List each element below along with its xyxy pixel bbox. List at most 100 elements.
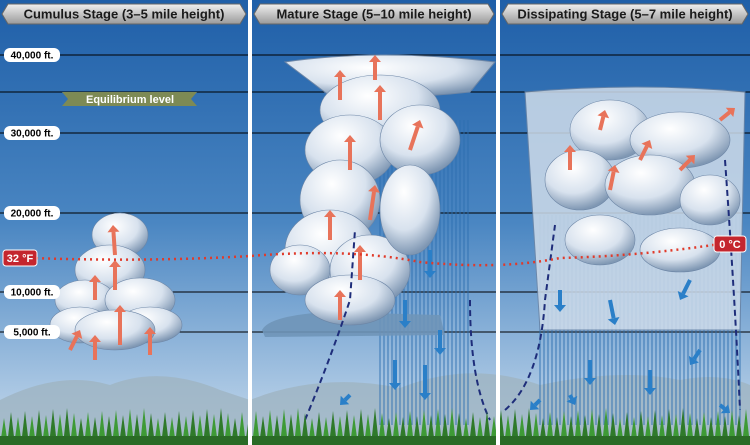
freezing-f-label: 32 °F bbox=[7, 253, 34, 265]
outflow-line bbox=[469, 299, 491, 421]
updraft-arrow bbox=[598, 116, 606, 131]
tree bbox=[63, 408, 71, 445]
altitude-label-bg bbox=[4, 48, 60, 62]
equilibrium-banner bbox=[62, 92, 197, 106]
stage-banner bbox=[253, 3, 495, 25]
dissipating-cloud bbox=[564, 214, 636, 266]
updraft-arrow bbox=[608, 171, 616, 191]
updraft-arrow bbox=[324, 210, 336, 217]
downdraft-arrow bbox=[566, 396, 578, 405]
updraft-arrow bbox=[412, 120, 424, 129]
tree bbox=[679, 408, 687, 445]
freezing-c-bg bbox=[713, 235, 747, 253]
updraft-arrow bbox=[725, 107, 735, 118]
updraft-arrow bbox=[638, 145, 649, 161]
downdraft-arrow bbox=[644, 388, 656, 395]
updraft-arrow bbox=[109, 260, 121, 267]
altitude-label: 5,000 ft. bbox=[13, 328, 50, 339]
updraft-arrow bbox=[368, 185, 380, 193]
downdraft-arrow bbox=[419, 393, 431, 400]
panel-divider bbox=[248, 0, 252, 445]
outflow-line bbox=[304, 229, 356, 421]
downdraft-arrow bbox=[692, 348, 702, 361]
updraft-arrow bbox=[354, 245, 366, 252]
updraft-arrow bbox=[408, 126, 420, 151]
updraft-arrow bbox=[374, 85, 386, 92]
freezing-f-bg bbox=[2, 249, 38, 267]
mature-cloud bbox=[379, 104, 461, 176]
updraft-arrow bbox=[111, 231, 117, 256]
downdraft-arrow bbox=[530, 400, 540, 410]
updraft-arrow bbox=[564, 145, 576, 152]
freezing-line bbox=[29, 242, 721, 267]
altitude-label: 40,000 ft. bbox=[11, 51, 54, 62]
cumulus-cloud bbox=[74, 309, 156, 351]
stage-banner bbox=[1, 3, 247, 25]
updraft-arrow bbox=[368, 191, 376, 221]
updraft-arrow bbox=[89, 335, 101, 342]
updraft-arrow bbox=[68, 335, 79, 351]
updraft-arrow bbox=[89, 275, 101, 282]
downdraft-arrow bbox=[554, 305, 566, 312]
updraft-arrow bbox=[641, 140, 653, 149]
altitude-label: 10,000 ft. bbox=[11, 288, 54, 299]
tree bbox=[217, 408, 225, 445]
downdraft-arrow bbox=[340, 395, 350, 405]
updraft-arrow bbox=[718, 110, 731, 122]
downdraft-arrow bbox=[533, 398, 542, 407]
downdraft-arrow bbox=[434, 348, 446, 355]
downdraft-arrow bbox=[607, 316, 620, 325]
downdraft-arrow bbox=[399, 321, 411, 328]
updraft-arrow bbox=[678, 158, 692, 172]
updraft-arrow bbox=[144, 327, 156, 334]
downdraft-arrow bbox=[608, 299, 616, 319]
downdraft-arrow bbox=[677, 291, 689, 300]
downdraft-arrow bbox=[720, 403, 730, 414]
updraft-arrow bbox=[334, 70, 346, 77]
updraft-arrow bbox=[344, 135, 356, 142]
outflow-line bbox=[504, 224, 556, 411]
mature-cloud bbox=[304, 274, 396, 326]
tree bbox=[371, 408, 379, 445]
updraft-arrow bbox=[114, 305, 126, 312]
downdraft-arrow bbox=[584, 378, 596, 385]
downdraft-arrow bbox=[389, 383, 401, 390]
panel-divider bbox=[496, 0, 500, 445]
updraft-arrow bbox=[369, 55, 381, 62]
tree bbox=[294, 408, 302, 445]
tree bbox=[602, 408, 610, 445]
dissipating-cloud bbox=[639, 227, 721, 273]
updraft-arrow bbox=[607, 165, 620, 174]
altitude-label-bg bbox=[4, 126, 60, 140]
altitude-label-bg bbox=[4, 206, 60, 220]
tree bbox=[448, 408, 456, 445]
dissipating-cloud bbox=[544, 149, 616, 211]
updraft-arrow bbox=[685, 155, 695, 165]
tree bbox=[140, 408, 148, 445]
stage-title: Dissipating Stage (5–7 mile height) bbox=[517, 6, 732, 21]
altitude-label-bg bbox=[4, 285, 60, 299]
stage-title: Mature Stage (5–10 mile height) bbox=[276, 6, 471, 21]
downdraft-arrow bbox=[568, 394, 574, 400]
updraft-arrow bbox=[107, 225, 120, 233]
updraft-arrow bbox=[597, 110, 610, 119]
altitude-label: 30,000 ft. bbox=[11, 129, 54, 140]
downdraft-arrow bbox=[343, 393, 352, 402]
stage-banner bbox=[501, 3, 749, 25]
altitude-label: 20,000 ft. bbox=[11, 209, 54, 220]
updraft-arrow bbox=[71, 330, 83, 339]
dissipating-cloud bbox=[679, 174, 741, 226]
tree bbox=[525, 408, 533, 445]
updraft-arrow bbox=[334, 290, 346, 297]
stage-title: Cumulus Stage (3–5 mile height) bbox=[24, 6, 225, 21]
downdraft-arrow bbox=[688, 355, 699, 365]
downdraft-arrow bbox=[681, 279, 692, 295]
ground bbox=[0, 436, 750, 445]
altitude-label-bg bbox=[4, 325, 60, 339]
mature-cloud bbox=[379, 164, 441, 256]
downdraft-arrow bbox=[424, 271, 436, 278]
freezing-c-label: 0 °C bbox=[719, 239, 741, 251]
equilibrium-label: Equilibrium level bbox=[86, 94, 174, 106]
outflow-line bbox=[724, 159, 741, 411]
